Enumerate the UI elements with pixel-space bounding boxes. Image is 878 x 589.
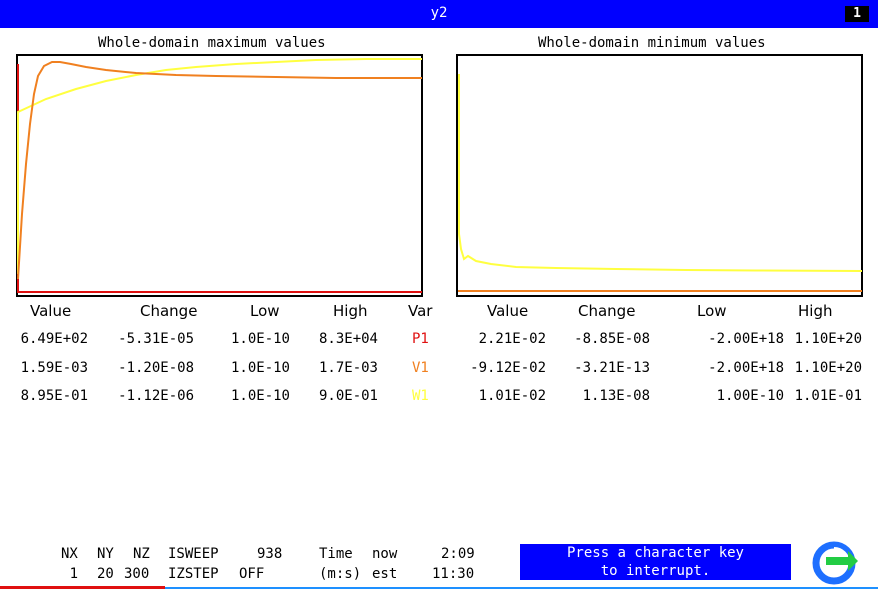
status-time-label: Time xyxy=(319,546,353,562)
min-plot-frame xyxy=(456,54,863,297)
max-plot-frame xyxy=(16,54,423,297)
row-p1-value: 6.49E+02 xyxy=(20,331,88,347)
window-number-badge: 1 xyxy=(845,6,869,22)
status-ny-value: 20 xyxy=(97,566,114,582)
col-header-var: Var xyxy=(408,302,433,320)
row-v1-var: V1 xyxy=(412,360,429,376)
row-p1-var: P1 xyxy=(412,331,429,347)
row-v1-min-value: -9.12E-02 xyxy=(470,360,546,376)
row-v1-min-change: -3.21E-13 xyxy=(574,360,650,376)
row-w1-min-value: 1.01E-02 xyxy=(478,388,546,404)
status-nx-label: NX xyxy=(61,546,78,562)
col-header-min-low: Low xyxy=(697,302,727,320)
row-w1-change: -1.12E-06 xyxy=(118,388,194,404)
col-header-low: Low xyxy=(250,302,280,320)
max-series-v1 xyxy=(17,61,422,280)
row-v1-value: 1.59E-03 xyxy=(20,360,88,376)
window-title: y2 xyxy=(430,5,448,21)
status-isweep-value: 938 xyxy=(257,546,283,562)
status-izstep-value: OFF xyxy=(239,566,265,582)
row-p1-change: -5.31E-05 xyxy=(118,331,194,347)
col-header-min-change: Change xyxy=(578,302,636,320)
row-v1-change: -1.20E-08 xyxy=(118,360,194,376)
title-bar: y2 1 xyxy=(0,0,878,28)
col-header-change: Change xyxy=(140,302,198,320)
col-header-high: High xyxy=(333,302,368,320)
row-v1-high: 1.7E-03 xyxy=(318,360,378,376)
status-now-label: now xyxy=(372,546,398,562)
interrupt-button[interactable]: Press a character key to interrupt. xyxy=(520,544,791,580)
row-w1-low: 1.0E-10 xyxy=(230,388,290,404)
status-est-value: 11:30 xyxy=(432,566,475,582)
status-nz-label: NZ xyxy=(133,546,150,562)
row-w1-var: W1 xyxy=(412,388,429,404)
row-p1-min-value: 2.21E-02 xyxy=(478,331,546,347)
status-est-label: est xyxy=(372,566,398,582)
bottom-divider-red xyxy=(0,586,165,589)
min-plot-title: Whole-domain minimum values xyxy=(538,35,766,51)
row-p1-min-high: 1.10E+20 xyxy=(794,331,862,347)
phoenics-logo-icon xyxy=(812,541,858,585)
max-values-plot xyxy=(16,54,423,297)
max-plot-title: Whole-domain maximum values xyxy=(98,35,326,51)
min-values-plot xyxy=(456,54,863,297)
row-p1-low: 1.0E-10 xyxy=(230,331,290,347)
max-series-w1 xyxy=(17,58,422,274)
row-w1-min-low: 1.00E-10 xyxy=(716,388,784,404)
row-w1-min-change: 1.13E-08 xyxy=(582,388,650,404)
row-p1-min-low: -2.00E+18 xyxy=(708,331,784,347)
interrupt-line-2: to interrupt. xyxy=(600,563,711,579)
row-v1-low: 1.0E-10 xyxy=(230,360,290,376)
min-series-w1 xyxy=(458,74,863,272)
bottom-divider-blue xyxy=(165,587,878,589)
row-p1-min-change: -8.85E-08 xyxy=(574,331,650,347)
status-ny-label: NY xyxy=(97,546,114,562)
row-p1-high: 8.3E+04 xyxy=(318,331,378,347)
row-w1-min-high: 1.01E-01 xyxy=(794,388,862,404)
status-izstep-label: IZSTEP xyxy=(168,566,219,582)
status-now-value: 2:09 xyxy=(441,546,475,562)
col-header-value: Value xyxy=(30,302,72,320)
col-header-min-value: Value xyxy=(487,302,529,320)
col-header-min-high: High xyxy=(798,302,833,320)
row-w1-value: 8.95E-01 xyxy=(20,388,88,404)
status-ms-label: (m:s) xyxy=(319,566,362,582)
status-nz-value: 300 xyxy=(124,566,150,582)
status-isweep-label: ISWEEP xyxy=(168,546,219,562)
row-v1-min-high: 1.10E+20 xyxy=(794,360,862,376)
interrupt-line-1: Press a character key xyxy=(566,545,744,561)
row-w1-high: 9.0E-01 xyxy=(318,388,378,404)
row-v1-min-low: -2.00E+18 xyxy=(708,360,784,376)
status-nx-value: 1 xyxy=(69,566,78,582)
